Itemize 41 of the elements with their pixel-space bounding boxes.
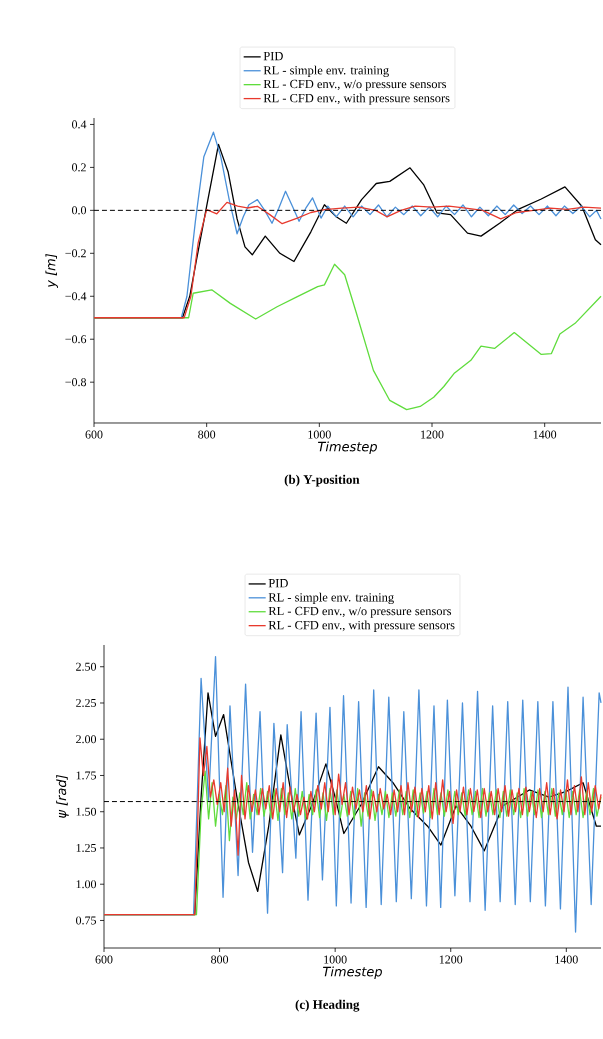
y-tick-label: −0.2 xyxy=(65,249,86,258)
legend-label: RL - simple env. training xyxy=(263,65,389,78)
y-tick-label: 1.25 xyxy=(76,843,97,853)
y-tick-label: 0.4 xyxy=(72,120,87,129)
y-tick-label: 2.50 xyxy=(76,662,97,671)
y-tick-label: −0.8 xyxy=(65,378,87,387)
legend-label: RL - CFD env., w/o pressure sensors xyxy=(268,606,452,618)
line-series xyxy=(103,737,602,916)
y-tick-label: 0.0 xyxy=(72,206,87,215)
x-tick-label: 600 xyxy=(95,955,113,964)
y-tick-label: 0.2 xyxy=(72,163,86,172)
x-tick-label: 800 xyxy=(211,955,229,964)
y-tick-label: 1.00 xyxy=(76,880,97,889)
line-series xyxy=(93,201,602,319)
x-tick-label: 1400 xyxy=(533,430,557,439)
y-tick-label: 2.25 xyxy=(76,698,97,708)
x-tick-label: 1200 xyxy=(421,430,444,439)
x-tick-label: 600 xyxy=(85,430,103,439)
text: (c) Heading xyxy=(295,999,360,1012)
y-tick-label: 1.50 xyxy=(76,807,97,816)
y-axis-title: ψ [rad] xyxy=(56,775,69,818)
legend-label: RL - CFD env., w/o pressure sensors xyxy=(263,79,447,91)
x-tick-label: 1400 xyxy=(555,955,578,964)
y-axis-title: y [m] xyxy=(45,253,58,289)
y-tick-label: 0.75 xyxy=(76,916,97,925)
x-tick-label: 1000 xyxy=(324,955,347,964)
legend-label: PID xyxy=(268,579,288,588)
legend-label: RL - CFD env., with pressure sensors xyxy=(263,93,450,105)
legend-label: RL - simple env. training xyxy=(268,592,394,605)
x-tick-label: 1200 xyxy=(439,955,463,964)
y-tick-label: 2.00 xyxy=(76,735,97,744)
x-tick-label: 800 xyxy=(198,430,216,439)
y-tick-label: −0.4 xyxy=(65,292,87,301)
y-tick-label: 1.75 xyxy=(76,771,97,780)
legend-label: PID xyxy=(263,52,283,61)
text: (b) Y-position xyxy=(284,474,360,487)
y-tick-label: −0.6 xyxy=(65,335,87,344)
x-axis-title: Timestep xyxy=(323,966,382,979)
x-tick-label: 1000 xyxy=(308,430,331,439)
x-axis-title: Timestep xyxy=(318,441,377,454)
legend-label: RL - CFD env., with pressure sensors xyxy=(268,620,455,632)
